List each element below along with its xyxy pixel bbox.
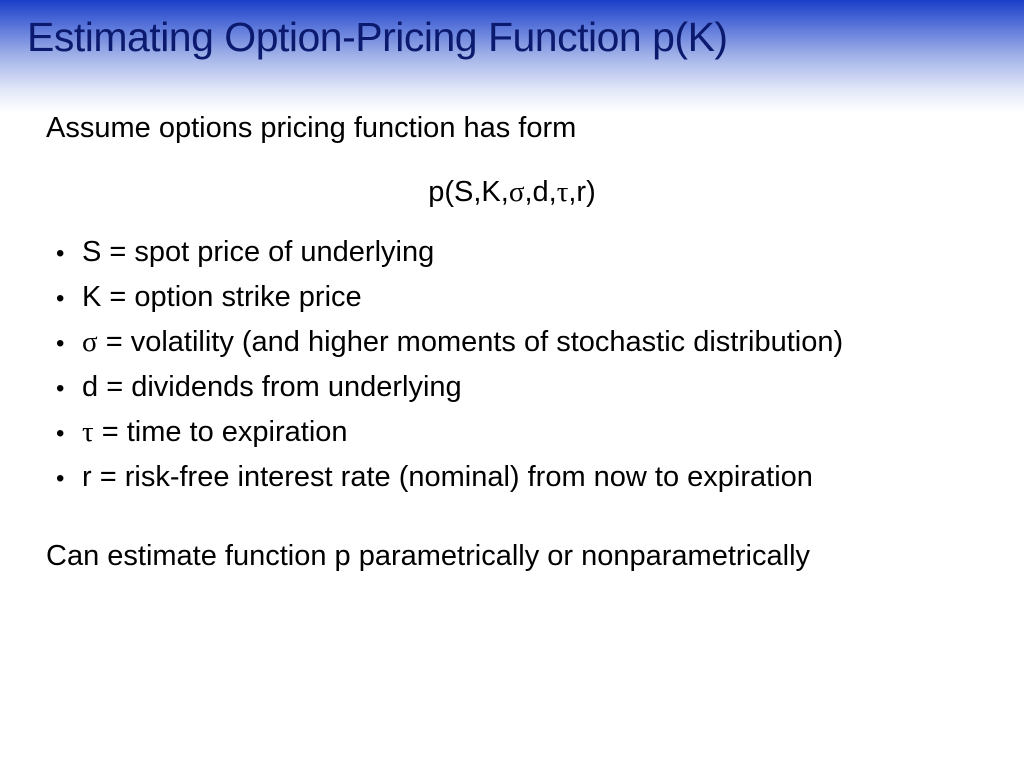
variable-symbol: σ <box>82 326 98 358</box>
list-item: • d = dividends from underlying <box>56 371 843 416</box>
bullet-dot: • <box>56 465 65 492</box>
pricing-formula: p(S,K,σ,d,τ,r) <box>0 176 1024 209</box>
variable-symbol: K <box>82 281 102 313</box>
variable-list: • S = spot price of underlying • K = opt… <box>56 236 843 506</box>
variable-description: = risk-free interest rate (nominal) from… <box>91 461 813 493</box>
bullet-dot: • <box>56 285 65 312</box>
variable-description: = option strike price <box>101 281 362 313</box>
variable-description: = dividends from underlying <box>98 371 462 403</box>
list-item: • τ = time to expiration <box>56 416 843 461</box>
variable-description: = time to expiration <box>93 416 348 448</box>
variable-symbol: τ <box>82 416 94 448</box>
variable-symbol: d <box>82 371 99 403</box>
formula-prefix: p(S,K, <box>428 176 509 208</box>
bullet-dot: • <box>56 330 65 357</box>
list-item: • S = spot price of underlying <box>56 236 843 281</box>
formula-tau: τ <box>556 176 569 208</box>
variable-description: = volatility (and higher moments of stoc… <box>97 326 844 358</box>
list-item: • K = option strike price <box>56 281 843 326</box>
variable-symbol: r <box>82 461 92 493</box>
bullet-dot: • <box>56 375 65 402</box>
intro-text: Assume options pricing function has form <box>46 112 577 144</box>
list-item: • r = risk-free interest rate (nominal) … <box>56 461 843 506</box>
formula-sigma: σ <box>508 176 525 208</box>
list-item: • σ = volatility (and higher moments of … <box>56 326 843 371</box>
formula-sep: ,d, <box>524 176 557 208</box>
variable-description: = spot price of underlying <box>101 236 435 268</box>
slide-title: Estimating Option-Pricing Function p(K) <box>27 14 728 60</box>
formula-suffix: ,r) <box>568 176 596 208</box>
closing-text: Can estimate function p parametrically o… <box>46 540 811 572</box>
variable-symbol: S <box>82 236 102 268</box>
bullet-dot: • <box>56 240 65 267</box>
title-band <box>0 0 1024 112</box>
bullet-dot: • <box>56 420 65 447</box>
